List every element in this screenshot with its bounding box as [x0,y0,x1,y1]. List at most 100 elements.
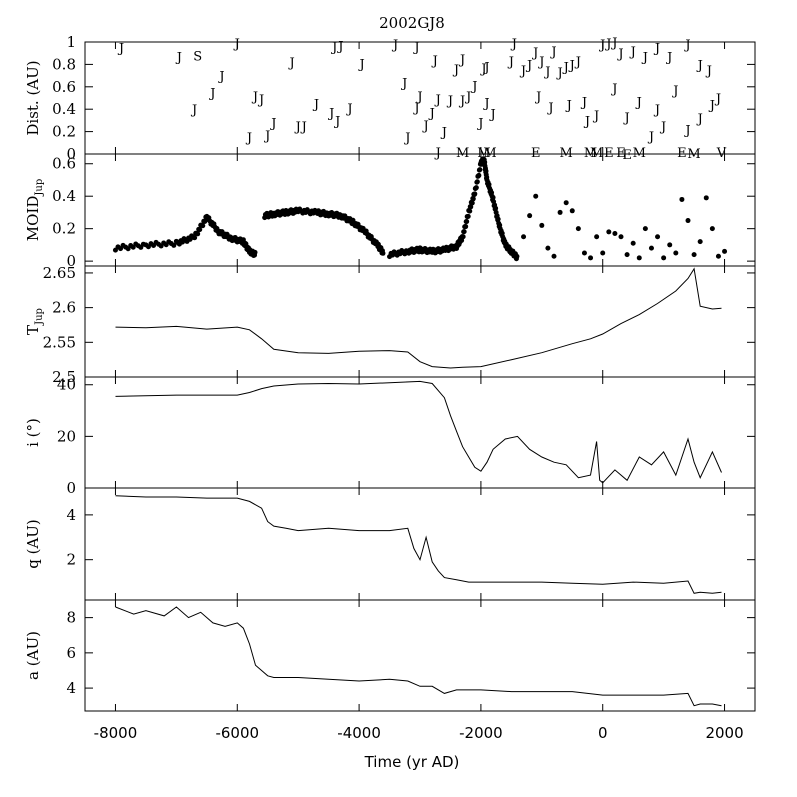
encounter-marker: J [452,63,459,78]
encounter-marker: J [412,101,419,116]
data-point [703,195,709,201]
encounter-marker: J [175,51,182,66]
encounter-marker: J [434,93,441,108]
data-point [195,231,201,237]
data-point [673,250,679,256]
data-point [557,209,563,215]
data-point [467,208,473,214]
encounter-marker: J [446,94,453,109]
encounter-marker: J [488,108,495,123]
data-point [533,193,539,199]
data-point [470,196,476,202]
encounter-marker: J [525,58,532,73]
encounter-marker: J [616,47,623,62]
y-tick-label: 0.4 [52,187,76,205]
chart-title: 2002GJ8 [379,14,445,32]
data-point [200,223,206,229]
encounter-marker: M [483,146,496,161]
encounter-marker: J [208,86,215,101]
encounter-marker: J [287,56,294,71]
encounter-marker: J [233,37,240,52]
encounter-marker: E [677,146,687,161]
encounter-marker: J [510,37,517,52]
encounter-marker: J [294,120,301,135]
y-axis-label: TJup [24,308,45,335]
encounter-marker: J [470,80,477,95]
data-point [618,234,624,240]
y-tick-label: 20 [57,427,76,445]
y-tick-label: 40 [57,376,76,394]
encounter-marker: M [633,146,646,161]
encounter-marker: J [431,54,438,69]
y-tick-label: 2.55 [43,333,76,351]
data-point [171,242,177,248]
encounter-marker: J [653,103,660,118]
data-point [581,250,587,256]
panel-a: 4 6 8 a (AU) [24,599,756,712]
series-line [115,380,722,484]
data-point [460,234,466,240]
encounter-marker: J [696,112,703,127]
encounter-marker: J [476,117,483,132]
data-point [569,208,575,214]
data-point [192,235,198,241]
y-tick-label: 0.2 [52,220,76,238]
panel-inc: 0 20 40 i (°) [24,376,756,497]
encounter-marker: J [555,66,562,81]
data-point [463,224,469,230]
y-axis-label: MOIDJup [24,179,45,241]
encounter-marker: J [653,42,660,57]
encounter-marker: J [330,40,337,55]
encounter-marker: J [300,120,307,135]
y-tick-label: 0 [66,479,76,497]
encounter-marker: E [616,146,626,161]
data-point [495,216,501,222]
encounter-marker: J [598,38,605,53]
encounter-marker: J [537,55,544,70]
encounter-marker: J [479,62,486,77]
data-point [636,255,642,261]
y-tick-label: 2.5 [52,368,76,386]
encounter-marker: M [584,146,597,161]
y-tick-label: 0.4 [52,100,76,118]
encounter-marker: J [683,38,690,53]
data-point [697,239,703,245]
encounter-marker: J [117,42,124,57]
encounter-marker: J [312,98,319,113]
encounter-marker: J [412,40,419,55]
data-point [551,253,557,259]
data-point [624,252,630,258]
data-point [606,229,612,235]
data-point [521,234,527,240]
data-point [655,234,661,240]
data-point [461,229,467,235]
encounter-marker: J [647,130,654,145]
encounter-marker: J [434,146,441,161]
encounter-marker: J [415,90,422,105]
encounter-marker: J [671,84,678,99]
encounter-marker: J [428,107,435,122]
encounter-marker: J [345,102,352,117]
x-tick-label: -8000 [94,724,138,742]
y-tick-label: 0 [66,145,76,163]
series-line [115,495,722,594]
data-point [588,255,594,261]
x-tick-label: -2000 [459,724,503,742]
data-point [464,219,470,225]
encounter-marker: J [568,58,575,73]
encounter-marker: J [482,96,489,111]
data-point [667,242,673,248]
encounter-marker: J [263,129,270,144]
data-point [563,200,569,206]
encounter-marker: J [534,90,541,105]
encounter-marker: J [629,45,636,60]
panel-moid: 0 0.2 0.4 0.6 MOIDJup [24,153,756,270]
encounter-marker: J [440,126,447,141]
encounter-marker: J [336,39,343,54]
data-point [545,245,551,251]
encounter-marker: J [421,119,428,134]
encounter-marker: J [327,107,334,122]
